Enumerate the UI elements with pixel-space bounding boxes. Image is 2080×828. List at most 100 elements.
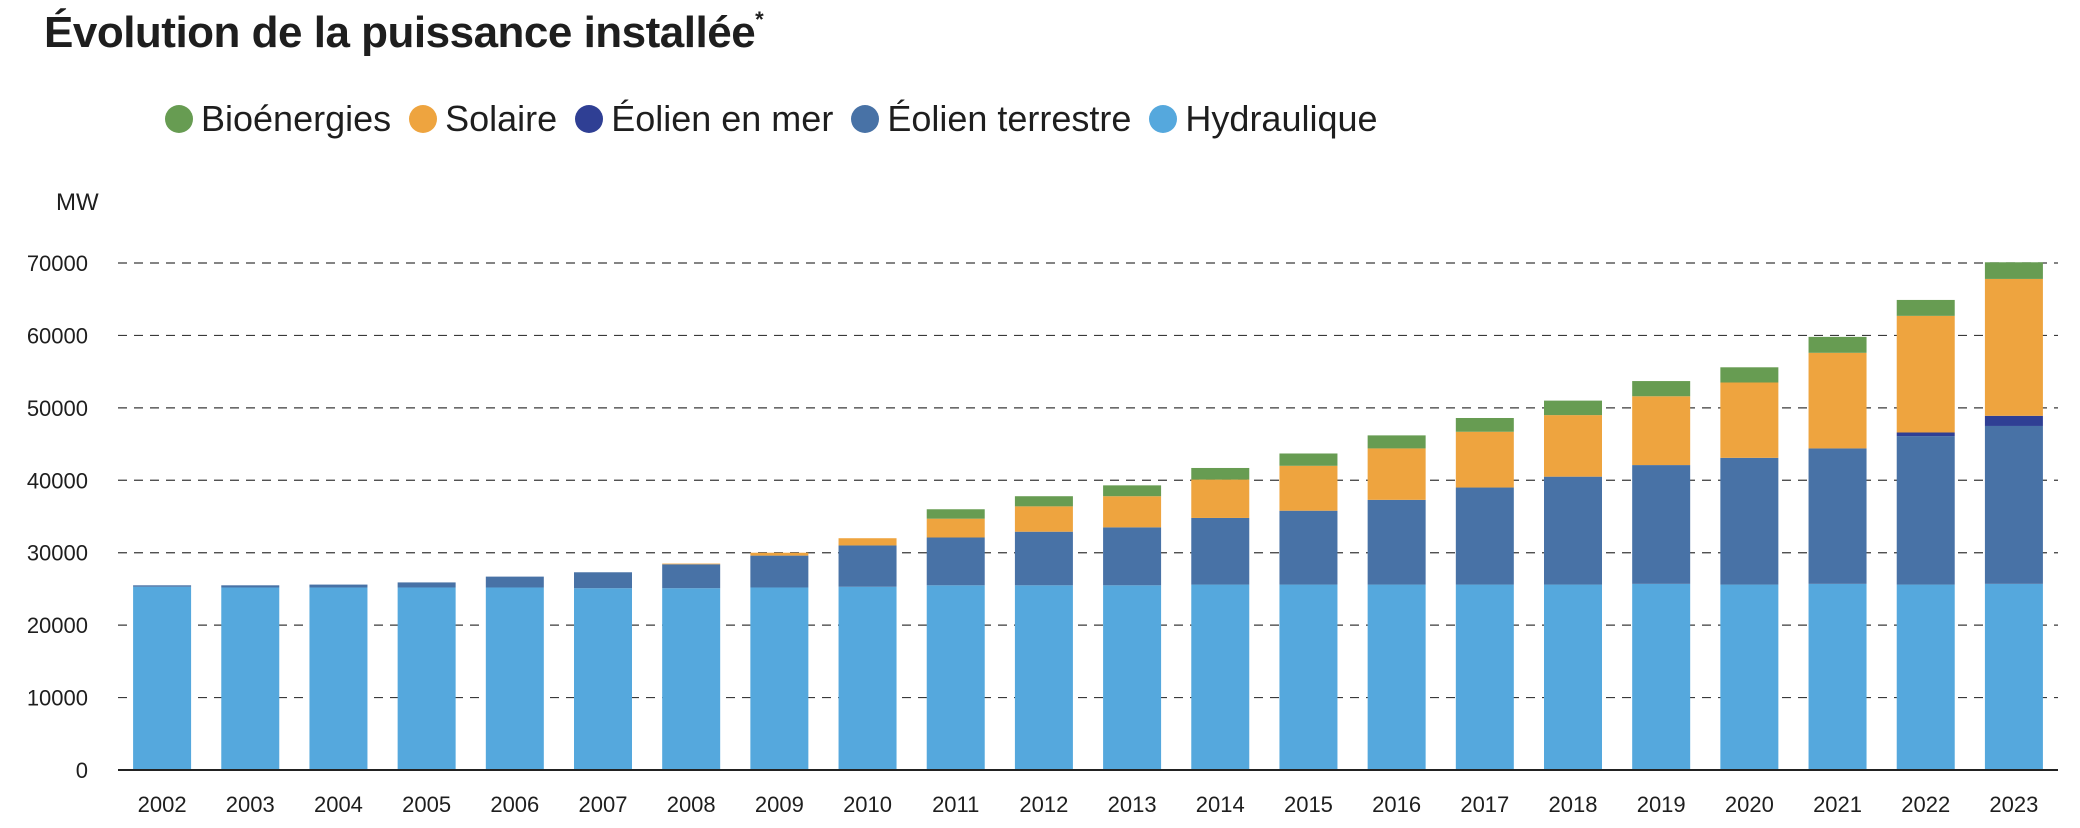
x-tick-label: 2007 bbox=[579, 792, 628, 817]
bar-eolien-terrestre-2011 bbox=[926, 537, 985, 586]
bar-eolien-terrestre-2022 bbox=[1896, 436, 1955, 585]
bar-eolien-terrestre-2020 bbox=[1720, 457, 1779, 585]
legend-label: Bioénergies bbox=[201, 98, 392, 139]
x-tick-label: 2008 bbox=[667, 792, 716, 817]
bar-hydraulique-2007 bbox=[574, 588, 632, 770]
bar-hydraulique-2005 bbox=[397, 587, 456, 770]
bar-eolien-terrestre-2007 bbox=[574, 572, 632, 589]
x-tick-label: 2005 bbox=[402, 792, 451, 817]
bar-eolien-terrestre-2023 bbox=[1984, 425, 2043, 584]
x-tick-label: 2016 bbox=[1372, 792, 1421, 817]
legend-swatch bbox=[575, 105, 604, 133]
bar-bioenergies-2023 bbox=[1984, 262, 2043, 279]
legend-item-solaire: Solaire bbox=[409, 98, 557, 140]
y-tick-label: 70000 bbox=[27, 251, 88, 276]
legend-item-hydraulique: Hydraulique bbox=[1149, 98, 1378, 140]
x-tick-label: 2002 bbox=[138, 792, 187, 817]
legend-label: Solaire bbox=[445, 98, 558, 139]
bar-eolien-terrestre-2008 bbox=[662, 564, 721, 589]
bar-eolien-terrestre-2002 bbox=[133, 585, 192, 587]
bar-eolien-terrestre-2016 bbox=[1367, 499, 1426, 585]
bar-hydraulique-2008 bbox=[662, 588, 721, 770]
x-tick-label: 2003 bbox=[226, 792, 275, 817]
bar-solaire-2019 bbox=[1632, 396, 1691, 466]
bar-hydraulique-2011 bbox=[926, 585, 985, 770]
legend-swatch bbox=[851, 105, 880, 133]
y-tick-label: 20000 bbox=[27, 613, 88, 638]
bar-hydraulique-2022 bbox=[1896, 584, 1955, 770]
bar-hydraulique-2021 bbox=[1808, 583, 1867, 770]
legend-label: Hydraulique bbox=[1185, 98, 1378, 139]
bar-hydraulique-2003 bbox=[221, 587, 280, 770]
bar-hydraulique-2017 bbox=[1455, 584, 1514, 770]
bar-hydraulique-2015 bbox=[1279, 584, 1338, 770]
x-tick-label: 2017 bbox=[1460, 792, 1509, 817]
bar-hydraulique-2006 bbox=[485, 587, 544, 770]
bar-hydraulique-2019 bbox=[1632, 583, 1691, 770]
bar-eolien-terrestre-2019 bbox=[1632, 465, 1691, 584]
x-tick-label: 2009 bbox=[755, 792, 804, 817]
bar-eolien-terrestre-2006 bbox=[485, 576, 544, 588]
bar-solaire-2016 bbox=[1367, 448, 1426, 500]
bar-solaire-2022 bbox=[1896, 315, 1955, 433]
y-tick-label: 10000 bbox=[27, 686, 88, 711]
chart-legend: Bioénergies Solaire Éolien en mer Éolien te… bbox=[165, 98, 1396, 140]
bar-solaire-2012 bbox=[1014, 506, 1073, 532]
bar-eolien-terrestre-2014 bbox=[1191, 517, 1250, 585]
x-tick-label: 2020 bbox=[1725, 792, 1774, 817]
title-footnote-mark: * bbox=[755, 7, 764, 33]
y-tick-label: 30000 bbox=[27, 541, 88, 566]
bar-bioenergies-2016 bbox=[1367, 435, 1426, 449]
bar-bioenergies-2019 bbox=[1632, 381, 1691, 397]
bar-eolien-en-mer-2022 bbox=[1896, 432, 1955, 437]
bar-bioenergies-2014 bbox=[1191, 467, 1250, 480]
bar-eolien-terrestre-2003 bbox=[221, 585, 280, 588]
bar-bioenergies-2015 bbox=[1279, 453, 1338, 466]
legend-swatch bbox=[1149, 105, 1178, 133]
bar-hydraulique-2002 bbox=[133, 586, 192, 770]
x-tick-label: 2019 bbox=[1637, 792, 1686, 817]
bar-eolien-terrestre-2005 bbox=[397, 582, 456, 588]
bar-solaire-2008 bbox=[662, 563, 721, 565]
y-tick-label: 0 bbox=[76, 758, 88, 783]
bar-solaire-2014 bbox=[1191, 479, 1250, 518]
bar-hydraulique-2018 bbox=[1544, 584, 1602, 770]
bar-eolien-terrestre-2010 bbox=[838, 545, 897, 587]
x-tick-label: 2013 bbox=[1108, 792, 1157, 817]
bar-bioenergies-2012 bbox=[1014, 496, 1073, 507]
bar-eolien-en-mer-2023 bbox=[1984, 415, 2043, 426]
legend-item-bioenergies: Bioénergies bbox=[165, 98, 391, 140]
y-tick-label: 60000 bbox=[27, 323, 88, 348]
bar-eolien-terrestre-2009 bbox=[750, 555, 809, 588]
legend-label: Éolien en mer bbox=[611, 98, 834, 139]
bar-eolien-terrestre-2018 bbox=[1544, 476, 1602, 585]
y-tick-label: 50000 bbox=[27, 396, 88, 421]
bar-eolien-terrestre-2013 bbox=[1103, 527, 1162, 586]
bar-bioenergies-2020 bbox=[1720, 367, 1779, 383]
y-tick-label: 40000 bbox=[27, 468, 88, 493]
legend-swatch bbox=[409, 105, 438, 133]
bar-solaire-2015 bbox=[1279, 465, 1338, 511]
bar-hydraulique-2010 bbox=[838, 586, 897, 770]
bar-solaire-2020 bbox=[1720, 382, 1779, 458]
x-tick-label: 2021 bbox=[1813, 792, 1862, 817]
bar-hydraulique-2020 bbox=[1720, 584, 1779, 770]
bar-solaire-2010 bbox=[838, 538, 897, 546]
x-tick-label: 2015 bbox=[1284, 792, 1333, 817]
x-tick-label: 2018 bbox=[1549, 792, 1598, 817]
x-tick-label: 2022 bbox=[1901, 792, 1950, 817]
bar-solaire-2011 bbox=[926, 518, 985, 538]
bar-bioenergies-2011 bbox=[926, 509, 985, 519]
bar-hydraulique-2004 bbox=[309, 587, 368, 770]
x-tick-label: 2006 bbox=[490, 792, 539, 817]
bar-bioenergies-2021 bbox=[1808, 336, 1867, 353]
legend-item-eolien-en-mer: Éolien en mer bbox=[575, 98, 833, 140]
bar-solaire-2023 bbox=[1984, 278, 2043, 416]
x-tick-label: 2004 bbox=[314, 792, 363, 817]
bar-solaire-2013 bbox=[1103, 496, 1162, 528]
bar-bioenergies-2017 bbox=[1455, 417, 1514, 432]
bar-hydraulique-2023 bbox=[1984, 583, 2043, 770]
x-tick-label: 2023 bbox=[1989, 792, 2038, 817]
x-tick-label: 2010 bbox=[843, 792, 892, 817]
